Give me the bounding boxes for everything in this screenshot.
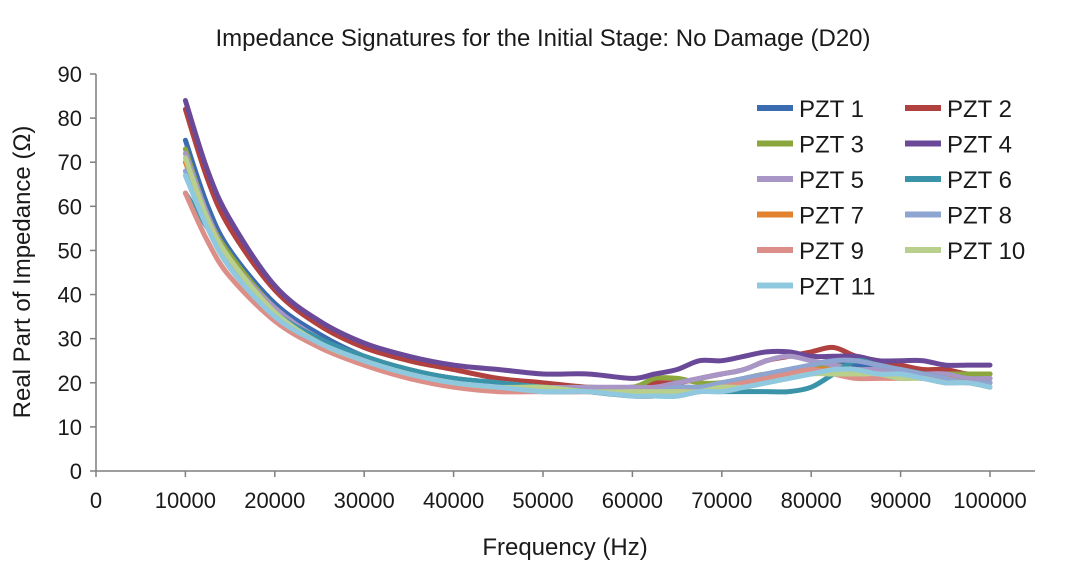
plot-area bbox=[182, 98, 993, 400]
legend-label: PZT 1 bbox=[799, 96, 864, 123]
x-tick-label: 50000 bbox=[512, 488, 573, 513]
chart-title: Impedance Signatures for the Initial Sta… bbox=[215, 25, 870, 52]
legend-label: PZT 4 bbox=[947, 132, 1012, 159]
y-tick-label: 0 bbox=[70, 459, 82, 484]
x-tick-label: 100000 bbox=[953, 488, 1026, 513]
x-ticks: 0 10000 20000 30000 40000 50000 60000 70000 8000… bbox=[90, 471, 1027, 513]
series-line-pzt-3 bbox=[182, 146, 993, 391]
legend-label: PZT 8 bbox=[947, 203, 1012, 230]
legend-label: PZT 5 bbox=[799, 167, 864, 194]
x-tick-label: 70000 bbox=[691, 488, 752, 513]
legend-label: PZT 11 bbox=[799, 274, 875, 301]
x-tick-label: 40000 bbox=[423, 488, 484, 513]
y-tick-label: 80 bbox=[58, 106, 82, 131]
series-line-pzt-1 bbox=[182, 137, 993, 395]
y-ticks: 0 10 20 30 40 50 60 70 80 90 bbox=[58, 62, 96, 484]
y-tick-label: 70 bbox=[58, 150, 82, 175]
y-tick-label: 30 bbox=[58, 327, 82, 352]
legend-label: PZT 6 bbox=[947, 167, 1012, 194]
x-tick-label: 90000 bbox=[870, 488, 931, 513]
x-tick-label: 30000 bbox=[334, 488, 395, 513]
x-tick-label: 80000 bbox=[781, 488, 842, 513]
legend: PZT 1 PZT 2 PZT 3 PZT 4 PZT 5 PZT 6 PZT 7 PZT 8… bbox=[757, 96, 1025, 301]
series-line-pzt-5 bbox=[182, 150, 993, 391]
y-tick-label: 10 bbox=[58, 415, 82, 440]
x-tick-label: 20000 bbox=[244, 488, 305, 513]
x-axis-title: Frequency (Hz) bbox=[482, 534, 647, 561]
y-tick-label: 50 bbox=[58, 238, 82, 263]
y-tick-label: 90 bbox=[58, 62, 82, 87]
x-tick-label: 60000 bbox=[602, 488, 663, 513]
x-tick-label: 0 bbox=[90, 488, 102, 513]
y-axis-title: Real Part of Impedance (Ω) bbox=[9, 126, 36, 419]
legend-label: PZT 9 bbox=[799, 238, 864, 265]
y-tick-label: 60 bbox=[58, 194, 82, 219]
x-tick-label: 10000 bbox=[155, 488, 216, 513]
y-tick-label: 40 bbox=[58, 283, 82, 308]
legend-label: PZT 2 bbox=[947, 96, 1012, 123]
legend-label: PZT 3 bbox=[799, 132, 864, 159]
series-line-pzt-4 bbox=[182, 98, 993, 381]
legend-label: PZT 7 bbox=[799, 203, 864, 230]
y-tick-label: 20 bbox=[58, 371, 82, 396]
series-line-pzt-2 bbox=[182, 106, 993, 391]
legend-label: PZT 10 bbox=[947, 238, 1025, 265]
series-line-pzt-11 bbox=[182, 173, 993, 399]
